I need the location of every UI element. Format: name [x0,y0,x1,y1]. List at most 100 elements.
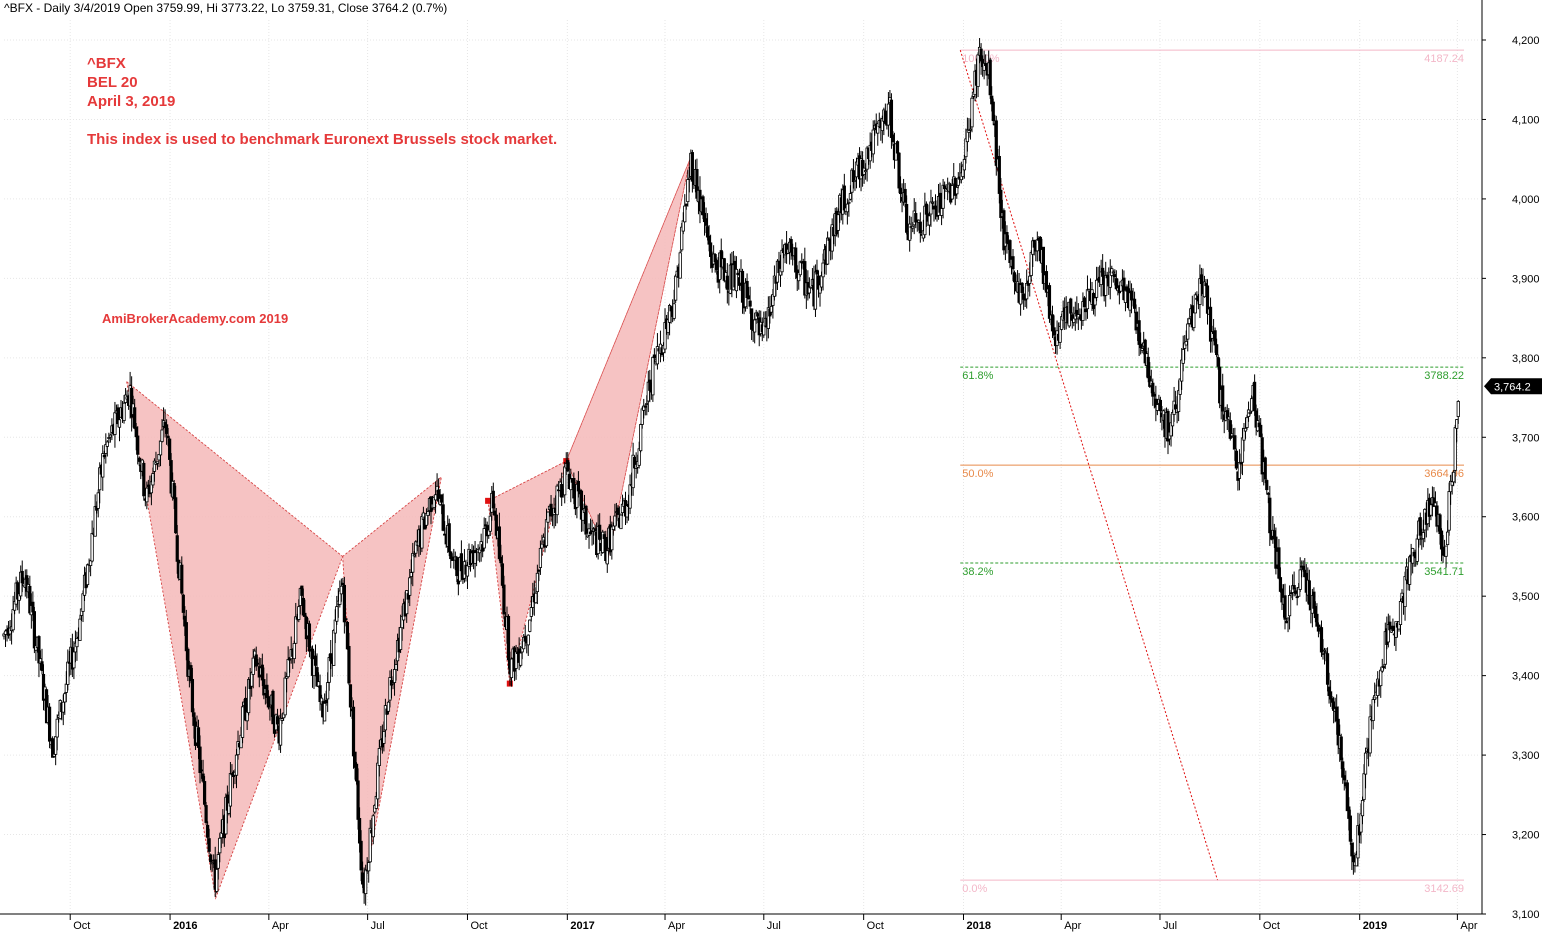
candle-body [181,594,185,613]
candle-body [1324,651,1328,654]
candle-body [769,305,773,313]
candle-body [1029,252,1033,276]
candle-body [652,354,656,359]
candle-body [897,152,901,189]
candle-body [1216,357,1220,367]
candle-body [286,659,290,678]
candle-body [705,226,710,238]
candle-body [681,220,685,232]
candle-body [354,763,359,782]
candle-body [180,564,184,594]
candle-body [794,247,798,273]
candle-body [847,201,851,204]
candle-body [1243,427,1248,432]
candle-body [160,429,164,442]
candle-body [930,201,935,204]
y-tick-label: 3,100 [1512,909,1540,921]
candle-body [1319,627,1324,653]
candle-body [1446,531,1450,546]
pattern-line [342,476,442,557]
candle-body [199,769,204,772]
candle-body [301,597,305,616]
y-tick-label: 4,100 [1512,114,1540,126]
candle-body [215,868,219,892]
candle-body [348,684,353,708]
candle-body [426,511,430,516]
x-tick-label: Oct [73,920,90,932]
candle-body [493,510,497,516]
candle-body [1341,761,1345,778]
candle-body [364,869,368,895]
x-tick-label: Apr [1064,920,1081,932]
candle-body [313,655,318,666]
candle-body [411,553,415,573]
candle-body [701,196,705,216]
candle-body [753,319,757,333]
candle-body [950,185,954,200]
candle-body [1187,318,1191,324]
candle-body [11,609,15,631]
candle-body [260,664,264,681]
candle-body [1093,297,1097,306]
candle-body [889,99,894,138]
candle-body [605,550,609,565]
candle-body [266,696,271,708]
candle-body [715,260,719,271]
candle-body [271,690,275,725]
candle-body [1321,652,1325,655]
candle-body [1391,625,1395,632]
candle-body [1292,585,1296,590]
candle-body [914,213,918,223]
candle-body [376,762,380,800]
candle-body [555,485,559,516]
candle-body [207,838,211,852]
candle-body [815,269,819,275]
candle-body [175,535,179,562]
candle-body [1234,450,1238,469]
candle-body [1456,401,1460,417]
candle-body [798,261,802,276]
fib-level-value: 3142.69 [1424,883,1464,895]
candle-body [593,528,597,532]
candle-body [745,280,749,298]
x-tick-label: 2016 [173,920,197,932]
x-tick-label: 2017 [570,920,594,932]
candle-body [189,665,193,682]
grid [4,20,1478,915]
candle-body [886,103,891,126]
candle-body [142,462,146,497]
candle-body [441,504,445,531]
y-tick-label: 4,000 [1512,194,1540,206]
last-price-tag [1484,378,1542,395]
candle-body [684,203,688,206]
candle-body [204,805,208,823]
candle-body [1221,385,1225,412]
candle-body [146,484,150,487]
candle-body [997,155,1001,194]
candle-body [639,424,643,452]
candle-body [538,547,543,568]
candle-body [756,313,760,317]
candle-body [155,461,160,464]
candle-body [1069,298,1073,314]
candle-body [637,448,641,466]
candle-body [537,569,541,572]
candle-body [1094,279,1099,298]
candle-body [1123,289,1128,303]
y-tick-label: 3,300 [1512,750,1540,762]
candle-body [342,584,346,623]
candle-body [473,552,477,564]
candle-body [1132,298,1137,309]
candle-body [134,426,138,438]
candle-body [988,59,992,96]
x-tick-label: Oct [1263,920,1280,932]
candle-body [278,717,283,746]
candle-body [905,204,909,233]
candle-body [686,179,690,203]
candle-body [465,565,470,577]
candle-body [1111,271,1115,274]
candle-body [47,706,52,742]
candle-body [158,440,163,456]
